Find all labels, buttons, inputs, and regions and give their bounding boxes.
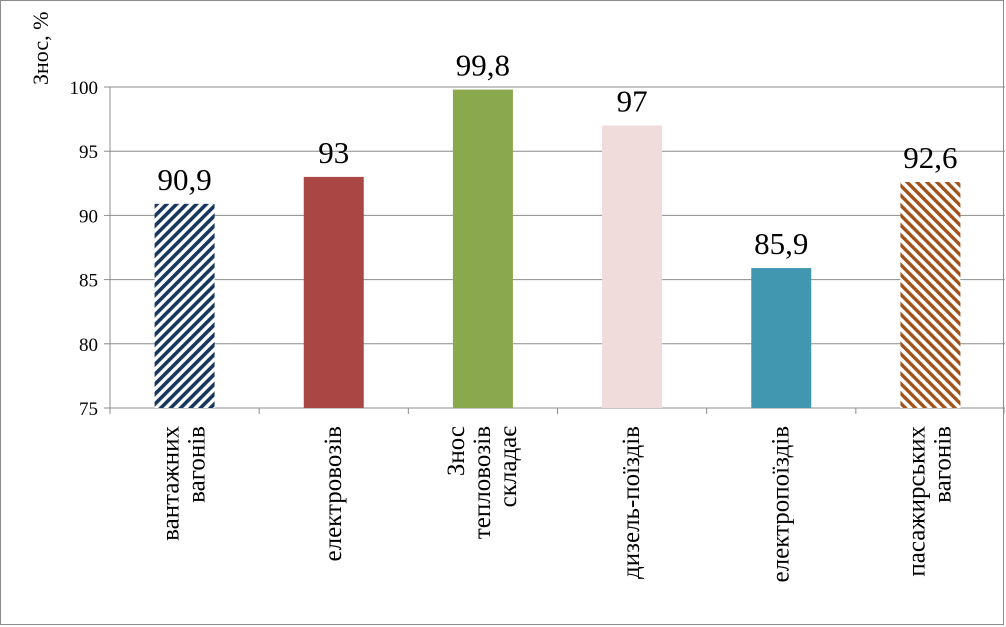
bar [303,176,364,408]
bar [154,203,215,408]
y-tick-label: 95 [79,142,98,163]
category-label: електровозів [320,426,347,561]
category-label-line: вантажних [158,426,185,541]
category-label-line: тепловозів [469,426,496,539]
category-label-line: Знос [443,426,470,476]
data-label: 85,9 [754,226,808,261]
category-label-line: вагонів [184,426,211,503]
category-label-line: пасажирських [903,426,930,577]
data-label: 92,6 [903,140,957,175]
data-label: 99,8 [456,48,510,83]
bar [452,89,513,409]
category-label-line: вагонів [929,426,956,503]
y-tick-label: 90 [79,206,98,227]
category-label-line: дизель-поїздів [618,426,645,579]
category-label: електропоїздів [767,426,794,582]
category-label: дизель-поїздів [618,426,645,579]
y-tick-label: 75 [79,399,98,420]
category-label-line: електропоїздів [767,426,794,582]
bar [900,182,961,408]
y-tick-label: 100 [70,78,99,99]
bar [602,125,663,409]
category-label: пасажирських вагонів [903,426,956,577]
category-label: вантажних вагонів [158,426,211,541]
data-label: 97 [617,84,648,119]
y-tick-label: 80 [79,335,98,356]
data-label: 90,9 [157,162,211,197]
y-axis-label: Знос, % [28,12,53,85]
category-label-line: складає [495,426,522,508]
data-label: 93 [318,135,349,170]
category-label-line: електровозів [320,426,347,561]
y-tick-label: 85 [79,271,98,292]
category-label: Знос тепловозів складає [443,426,522,539]
bar [751,268,812,408]
